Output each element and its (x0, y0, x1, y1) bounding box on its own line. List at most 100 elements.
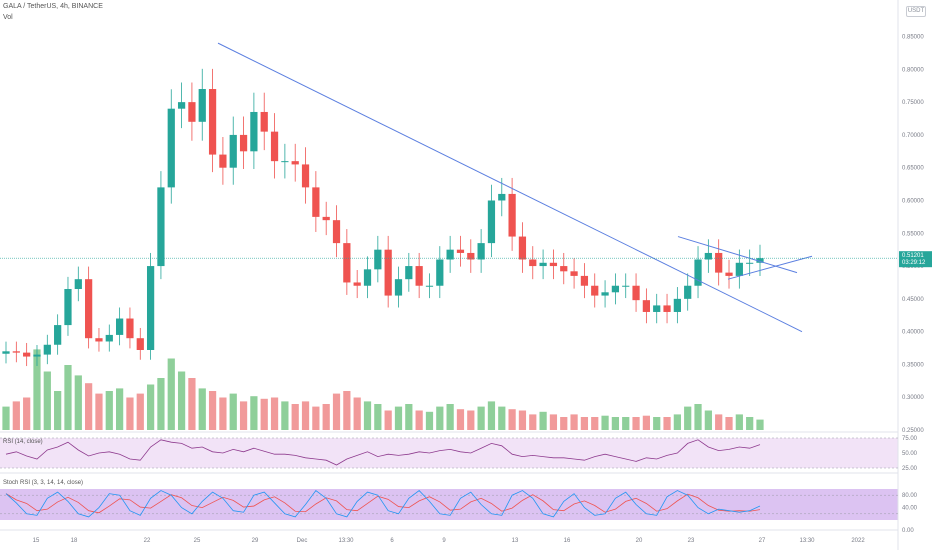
candle-body (756, 258, 764, 263)
volume-bar (229, 393, 237, 430)
volume-bar (756, 419, 764, 430)
candle-body (146, 266, 155, 350)
x-tick-label: Dec (297, 538, 308, 544)
volume-bar (23, 397, 31, 430)
y-tick-label: 0.60000 (902, 198, 924, 204)
candle-body (105, 334, 113, 342)
volume-bar (508, 409, 516, 430)
volume-bar (560, 417, 568, 430)
volume-bar (735, 414, 743, 430)
volume-bar (301, 401, 310, 430)
x-tick-label: 13 (512, 538, 519, 544)
candle-body (529, 259, 537, 267)
candle-body (12, 351, 20, 353)
volume-bar (394, 406, 403, 430)
volume-bar (601, 415, 609, 430)
volume-bar (715, 414, 723, 430)
x-tick-label: 9 (442, 538, 446, 544)
y-tick-label: 0.85000 (902, 35, 924, 41)
currency-button[interactable]: USDT (906, 6, 926, 17)
candle-body (374, 249, 382, 270)
volume-bar (415, 410, 423, 430)
volume-bar (353, 397, 361, 430)
candle-body (684, 285, 692, 299)
volume-bar (146, 384, 155, 430)
candle-body (549, 262, 558, 267)
candle-body (229, 134, 237, 168)
candle-body (33, 354, 41, 357)
x-tick-label: 2022 (851, 538, 865, 544)
volume-bar (250, 396, 258, 430)
candle-body (43, 344, 51, 355)
volume-bar (363, 401, 372, 430)
symbol-title: GALA / TetherUS, 4h, BINANCE (3, 3, 103, 10)
volume-bar (219, 397, 227, 430)
volume-bar (270, 397, 279, 430)
candle-body (322, 216, 330, 221)
candle-body (467, 252, 475, 260)
volume-bar (74, 375, 82, 430)
volume-bar (436, 406, 444, 430)
candle-body (85, 279, 93, 339)
volume-bar (167, 358, 175, 430)
candle-body (725, 272, 733, 276)
candle-body (715, 252, 723, 273)
volume-bar (642, 415, 650, 430)
candle-body (394, 279, 403, 296)
volume-bar (498, 406, 506, 430)
volume-bar (549, 414, 558, 430)
candle-body (23, 352, 31, 357)
volume-label: Vol (3, 14, 13, 21)
candle-body (601, 292, 609, 296)
volume-bar (239, 401, 248, 430)
volume-bar (653, 417, 661, 430)
y-tick-label: 0.30000 (902, 395, 924, 401)
volume-bar (116, 388, 124, 430)
volume-bar (322, 404, 330, 430)
volume-bar (467, 410, 475, 430)
volume-bar (746, 417, 754, 430)
candle-body (425, 285, 434, 287)
rsi-level-label: 75.00 (902, 436, 918, 442)
candle-body (157, 187, 165, 267)
candle-body (498, 193, 506, 201)
rsi-band (0, 438, 898, 468)
x-tick-label: 29 (252, 538, 259, 544)
volume-bar (487, 401, 496, 430)
volume-bar (539, 411, 547, 430)
volume-bar (332, 393, 341, 430)
y-tick-label: 0.75000 (902, 100, 924, 106)
y-tick-label: 0.45000 (902, 297, 924, 303)
candle-body (64, 289, 72, 326)
volume-bar (673, 414, 681, 430)
candle-body (116, 318, 124, 335)
candle-body (570, 271, 578, 276)
candle-body (456, 249, 465, 253)
candle-body (653, 305, 661, 312)
candle-body (95, 338, 103, 342)
volume-bar (529, 414, 537, 430)
volume-bar (64, 365, 72, 430)
candle-body (260, 111, 268, 132)
candle-body (632, 285, 640, 301)
trendline-upper (677, 236, 798, 274)
volume-bar (33, 349, 41, 430)
volume-bar (591, 417, 599, 430)
candle-body (54, 325, 62, 345)
candle-body (353, 282, 361, 286)
candle-body (446, 249, 454, 260)
candle-body (663, 305, 671, 312)
rsi-level-label: 25.00 (902, 466, 918, 472)
x-tick-label: 25 (194, 538, 201, 544)
trendline-lower (727, 255, 813, 280)
volume-bar (12, 401, 20, 430)
x-tick-label: 15 (33, 538, 40, 544)
volume-bar (694, 404, 702, 430)
volume-bar (425, 411, 434, 430)
volume-bar (95, 393, 103, 430)
candle-body (746, 262, 754, 264)
candle-body (281, 161, 289, 163)
price-tag-countdown: 03:29:12 (902, 260, 926, 266)
volume-bar (54, 391, 62, 430)
candle-body (735, 262, 743, 276)
